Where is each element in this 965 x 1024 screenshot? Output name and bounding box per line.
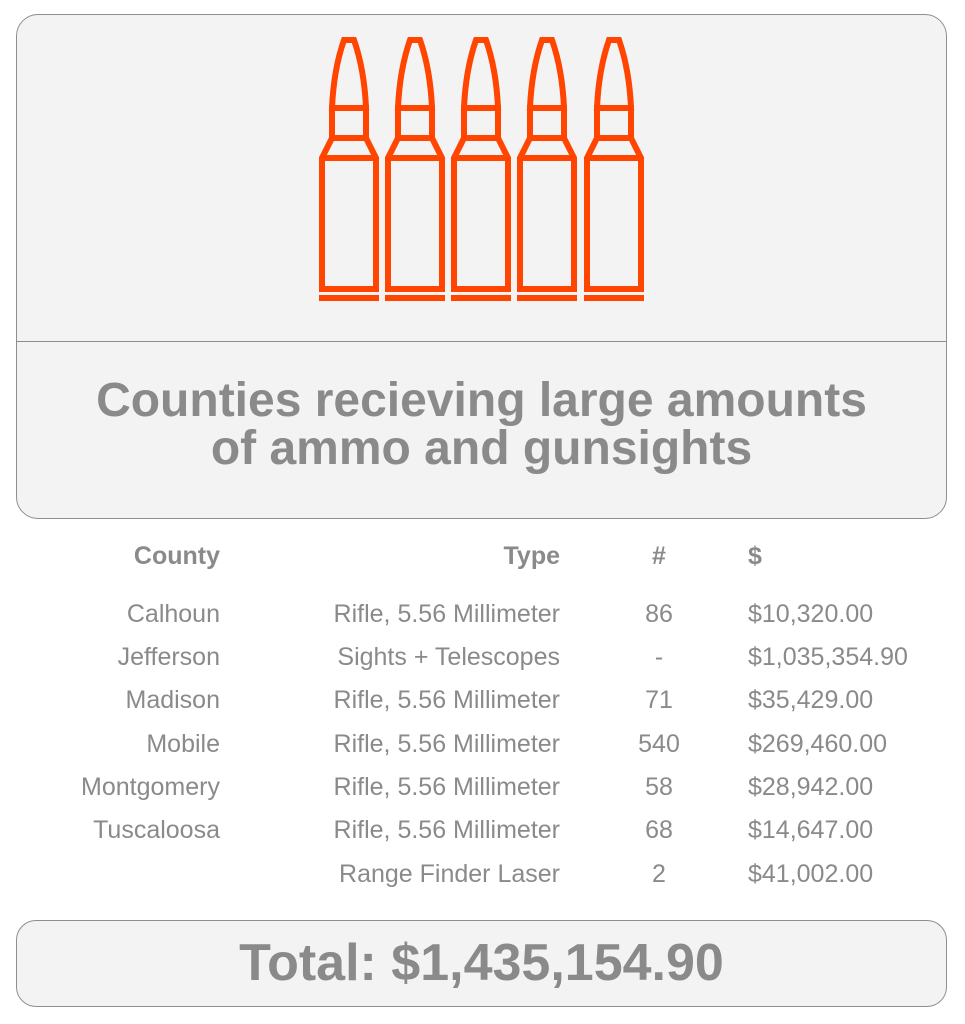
page-title: Counties recieving large amounts of ammo… xyxy=(17,377,946,473)
title-line-2: of ammo and gunsights xyxy=(210,422,753,475)
count-cell: 71 xyxy=(645,686,673,714)
column-header-amount: $ xyxy=(748,542,762,570)
type-cell: Rifle, 5.56 Millimeter xyxy=(333,773,560,801)
type-cell: Rifle, 5.56 Millimeter xyxy=(333,600,560,628)
amount-cell: $35,429.00 xyxy=(748,686,874,714)
county-cell: Calhoun xyxy=(126,600,220,628)
column-header-count: # xyxy=(652,542,666,570)
bullets-icon xyxy=(319,37,644,301)
county-cell: Mobile xyxy=(146,730,220,758)
county-cell: Montgomery xyxy=(81,773,220,801)
column-header-county: County xyxy=(133,542,220,570)
count-cell: 68 xyxy=(645,816,673,844)
bullet-icon xyxy=(584,37,644,301)
bullet-icon xyxy=(517,37,577,301)
type-cell: Rifle, 5.56 Millimeter xyxy=(333,816,560,844)
bullet-icon xyxy=(385,37,445,301)
column-header-type: Type xyxy=(503,542,561,570)
county-cell: Tuscaloosa xyxy=(93,816,220,844)
count-cell: - xyxy=(654,643,664,671)
count-cell: 540 xyxy=(638,730,680,758)
type-cell: Sights + Telescopes xyxy=(337,643,560,671)
amount-cell: $1,035,354.90 xyxy=(748,643,908,671)
total-card: Total: $1,435,154.90 xyxy=(16,920,947,1007)
amount-cell: $269,460.00 xyxy=(748,730,888,758)
amount-cell: $14,647.00 xyxy=(748,816,874,844)
county-cell: Jefferson xyxy=(117,643,220,671)
total-label: Total: $1,435,154.90 xyxy=(239,934,724,992)
amount-cell: $28,942.00 xyxy=(748,773,874,801)
count-cell: 58 xyxy=(645,773,673,801)
county-cell: Madison xyxy=(125,686,221,714)
header-card: Counties recieving large amounts of ammo… xyxy=(16,14,947,519)
count-cell: 86 xyxy=(645,600,673,628)
icon-area xyxy=(17,15,946,342)
count-cell: 2 xyxy=(652,860,666,888)
amount-cell: $41,002.00 xyxy=(748,860,874,888)
amount-cell: $10,320.00 xyxy=(748,600,874,628)
type-cell: Range Finder Laser xyxy=(339,860,560,888)
type-cell: Rifle, 5.56 Millimeter xyxy=(333,686,560,714)
type-cell: Rifle, 5.56 Millimeter xyxy=(333,730,560,758)
bullet-icon xyxy=(451,37,511,301)
bullet-icon xyxy=(319,37,379,301)
title-line-1: Counties recieving large amounts xyxy=(96,374,867,427)
